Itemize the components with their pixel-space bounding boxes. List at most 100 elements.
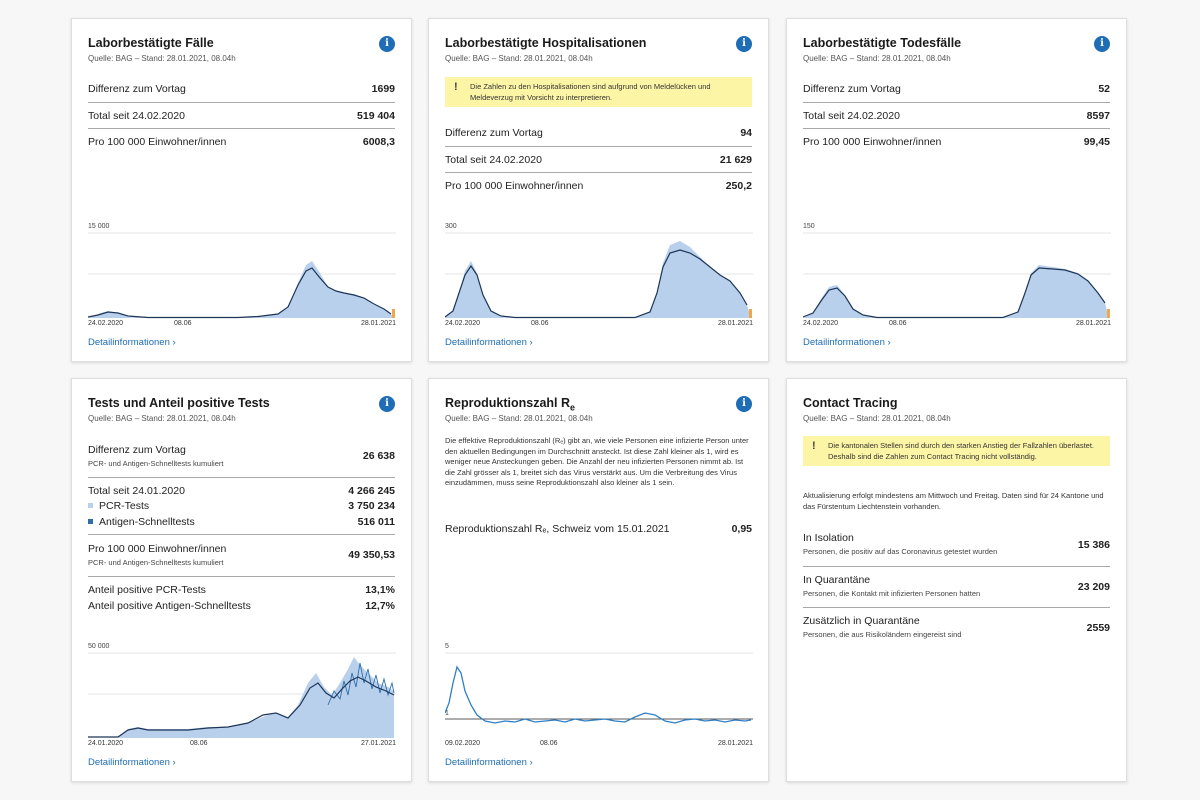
card-title: Contact Tracing [803, 396, 898, 410]
stat-row-per100k: Pro 100 000 Einwohner/innen 6008,3 [88, 136, 395, 148]
stat-row-total: Total seit 24.02.2020 21 629 [445, 154, 752, 166]
stat-value: 4 266 245 [348, 485, 395, 497]
tests-chart-svg [88, 652, 396, 738]
x-axis-mid: 08.06 [190, 740, 208, 747]
stat-label: Differenz zum Vortag [803, 83, 901, 95]
detail-link[interactable]: Detailinformationen › [445, 757, 533, 768]
deaths-bars-area [803, 265, 1109, 318]
stat-value: 12,7% [365, 600, 395, 612]
divider [445, 172, 752, 173]
card-title: Tests und Anteil positive Tests [88, 396, 270, 410]
stat-label: Pro 100 000 Einwohner/innen [88, 136, 227, 148]
info-icon[interactable]: i [379, 396, 395, 412]
stat-value: 52 [1098, 83, 1110, 95]
stat-value: 13,1% [365, 584, 395, 596]
stat-value: 1699 [371, 83, 395, 95]
divider [445, 146, 752, 147]
x-axis-start: 24.01.2020 [88, 740, 124, 747]
divider [803, 566, 1110, 567]
stat-label: Zusätzlich in Quarantäne [803, 615, 920, 627]
detail-link-label: Detailinformationen [88, 757, 170, 768]
tests-antigen-line [327, 662, 395, 706]
stat-value: 2559 [1086, 622, 1110, 634]
info-icon[interactable]: i [736, 36, 752, 52]
stat-row-per100k: Pro 100 000 Einwohner/innen 250,2 [445, 180, 752, 192]
x-axis-mid: 08.06 [174, 320, 192, 327]
card-title-text: Reproduktionszahl R [445, 396, 571, 410]
divider [803, 128, 1110, 129]
detail-link[interactable]: Detailinformationen › [445, 337, 533, 348]
hosp-chart: 300 24.02.2020 08.06 28.01.2021 [445, 223, 753, 327]
stat-sublabel: Personen, die aus Risikoländern eingerei… [803, 630, 962, 639]
card-source: Quelle: BAG – Stand: 28.01.2021, 08.04h [88, 414, 236, 423]
stat-value: 3 750 234 [348, 500, 395, 512]
stat-row-isolation: In Isolation 15 386 [803, 532, 1110, 551]
card-source: Quelle: BAG – Stand: 28.01.2021, 08.04h [803, 414, 951, 423]
card-title: Laborbestätigte Todesfälle [803, 36, 962, 50]
card-title: Reproduktionszahl Re [445, 396, 575, 413]
stat-row-total: Total seit 24.02.2020 8597 [803, 110, 1110, 122]
stat-value: 21 629 [719, 154, 752, 166]
divider [803, 607, 1110, 608]
stat-label: In Isolation [803, 532, 854, 544]
info-icon[interactable]: i [736, 396, 752, 412]
divider [88, 128, 395, 129]
card-title: Laborbestätigte Fälle [88, 36, 214, 50]
deaths-trend-line [803, 267, 1106, 319]
repro-chart: 5 1 09.02.2020 08.06 28.01.2021 [445, 643, 753, 747]
legend-square-antigen [88, 519, 93, 524]
tests-bars-area [88, 657, 394, 738]
stat-label: Pro 100 000 Einwohner/innen [88, 543, 227, 555]
stat-row-extra-quarantine: Zusätzlich in Quarantäne 2559 [803, 615, 1110, 634]
tracing-note: Aktualisierung erfolgt mindestens am Mit… [803, 491, 1104, 511]
warning-text: Die Zahlen zu den Hospitalisationen sind… [470, 82, 711, 102]
stat-row-antigen: Antigen-Schnelltests 516 011 [88, 516, 395, 528]
x-axis-end: 27.01.2021 [360, 740, 396, 747]
cases-bars-area [88, 261, 394, 318]
stat-label: Pro 100 000 Einwohner/innen [803, 136, 942, 148]
detail-link-label: Detailinformationen [88, 337, 170, 348]
x-axis-mid: 08.06 [540, 740, 558, 747]
detail-link[interactable]: Detailinformationen › [88, 757, 176, 768]
hosp-trend-line [445, 249, 748, 319]
chevron-right-icon: › [529, 757, 533, 768]
stat-row-pcr: PCR-Tests 3 750 234 [88, 500, 395, 512]
x-axis-start: 09.02.2020 [445, 740, 481, 747]
card-source: Quelle: BAG – Stand: 28.01.2021, 08.04h [803, 54, 951, 63]
warning-box: ! Die kantonalen Stellen sind durch den s… [803, 436, 1110, 466]
stat-label-pcr: PCR-Tests [88, 500, 149, 512]
stat-value: 94 [740, 127, 752, 139]
info-icon[interactable]: i [1094, 36, 1110, 52]
stat-label: Total seit 24.02.2020 [445, 154, 542, 166]
x-axis-start: 24.02.2020 [803, 320, 839, 327]
stat-row-diff: Differenz zum Vortag 94 [445, 127, 752, 139]
x-axis-end: 28.01.2021 [717, 740, 753, 747]
chevron-right-icon: › [172, 337, 176, 348]
stat-label: Total seit 24.01.2020 [88, 485, 185, 497]
y-axis-max: 150 [803, 223, 815, 230]
stat-value: 519 404 [357, 110, 395, 122]
stat-label: In Quarantäne [803, 574, 871, 586]
divider [803, 102, 1110, 103]
detail-link[interactable]: Detailinformationen › [88, 337, 176, 348]
cases-chart: 15 000 24.02.2020 08.06 28.01.2021 [88, 223, 396, 327]
legend-square-pcr [88, 503, 93, 508]
stat-value: 99,45 [1083, 136, 1110, 148]
stat-row-pos-pcr: Anteil positive PCR-Tests 13,1% [88, 584, 395, 596]
cases-chart-svg [88, 232, 396, 319]
stat-value: 49 350,53 [348, 549, 395, 561]
stat-sublabel: Personen, die Kontakt mit infizierten Pe… [803, 589, 981, 598]
x-axis-end: 28.01.2021 [1075, 320, 1111, 327]
stat-label: Anteil positive Antigen-Schnelltests [88, 600, 251, 612]
detail-link-label: Detailinformationen [445, 757, 527, 768]
stat-label: Differenz zum Vortag [88, 444, 186, 456]
stat-value: 15 386 [1077, 539, 1110, 551]
detail-link[interactable]: Detailinformationen › [803, 337, 891, 348]
chevron-right-icon: › [529, 337, 533, 348]
info-icon[interactable]: i [379, 36, 395, 52]
card-hospitalisations: Laborbestätigte Hospitalisationen Quelle… [428, 18, 769, 362]
y-axis-max: 5 [445, 643, 449, 650]
stat-row-per100k: Pro 100 000 Einwohner/innen 49 350,53 [88, 543, 395, 561]
stat-value: 6008,3 [362, 136, 395, 148]
stat-label: Total seit 24.02.2020 [88, 110, 185, 122]
